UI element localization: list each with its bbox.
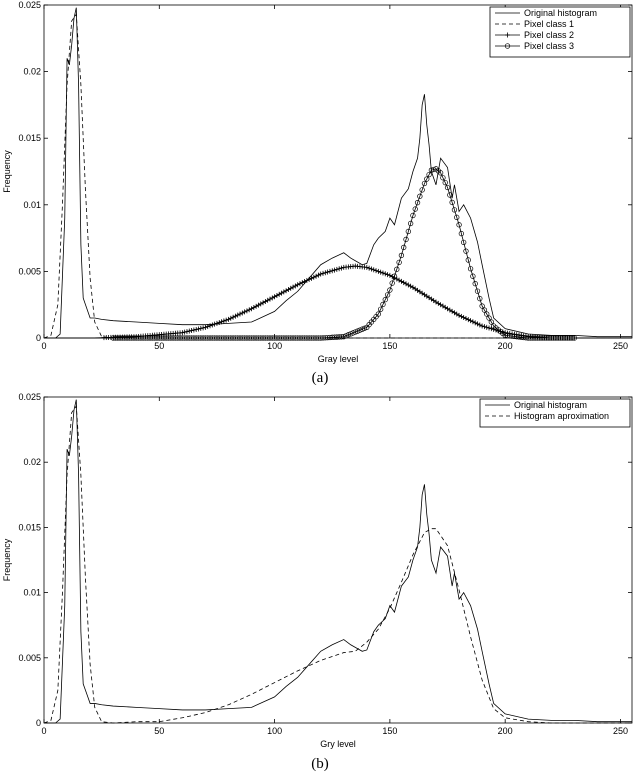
x-tick-label: 0 — [41, 726, 46, 736]
x-tick-label: 50 — [154, 341, 164, 351]
x-tick-label: 150 — [382, 341, 397, 351]
chart-panel-a: 0 50 100 150 200 250 0 0.005 0.01 0.015 0.02 0.025 G… — [2, 0, 633, 386]
series-markers — [110, 166, 578, 341]
x-tick-label: 250 — [613, 726, 628, 736]
y-tick-label: 0.01 — [23, 588, 41, 598]
series-line — [43, 404, 632, 724]
y-tick-label: 0.015 — [18, 522, 41, 532]
y-tick-label: 0.005 — [18, 266, 41, 276]
x-axis-label: Gray level — [318, 354, 359, 364]
legend-entry-label: Pixel class 1 — [524, 19, 574, 29]
y-tick-label: 0.005 — [18, 653, 41, 663]
y-tick-label: 0 — [36, 333, 41, 343]
y-axis-label: Frequency — [2, 150, 12, 193]
x-tick-label: 0 — [41, 341, 46, 351]
y-tick-label: 0.025 — [18, 0, 41, 10]
series-line — [44, 399, 632, 724]
series-histogram-aproximation — [43, 404, 632, 724]
legend-entry-label: Original histogram — [524, 8, 597, 18]
x-tick-label: 150 — [382, 726, 397, 736]
legend-box — [479, 398, 631, 428]
x-axis-label: Gry level — [320, 739, 356, 749]
y-tick-label: 0.02 — [23, 67, 41, 77]
series-line — [44, 7, 632, 339]
plot-area-frame — [43, 396, 633, 724]
series-original-histogram — [44, 7, 632, 339]
panel-caption: (b) — [311, 756, 329, 772]
legend-entry-label: Pixel class 3 — [524, 41, 574, 51]
legend-box — [489, 6, 631, 58]
series-line — [43, 13, 632, 339]
series-original-histogram — [44, 399, 632, 724]
series-pixel-class-2 — [44, 263, 632, 341]
x-tick-label: 200 — [498, 726, 513, 736]
legend-entry-label: Histogram aproximation — [514, 411, 609, 421]
y-tick-label: 0.02 — [23, 457, 41, 467]
series-pixel-class-3 — [44, 166, 632, 341]
y-tick-label: 0.025 — [18, 392, 41, 402]
x-tick-label: 250 — [613, 341, 628, 351]
x-tick-label: 100 — [267, 341, 282, 351]
legend-entry-label: Original histogram — [514, 400, 587, 410]
y-axis-label: Frequency — [2, 538, 12, 581]
x-tick-label: 50 — [154, 726, 164, 736]
y-tick-label: 0.01 — [23, 200, 41, 210]
y-tick-label: 0.015 — [18, 133, 41, 143]
x-tick-label: 100 — [267, 726, 282, 736]
x-tick-label: 200 — [498, 341, 513, 351]
series-line — [44, 168, 632, 339]
chart-panel-b: 0 50 100 150 200 250 0 0.005 0.01 0.015 0.02 0.025 G… — [2, 392, 633, 772]
series-line — [44, 265, 632, 339]
legend-entry-label: Pixel class 2 — [524, 30, 574, 40]
series-pixel-class-1 — [43, 13, 632, 339]
panel-caption: (a) — [312, 370, 329, 386]
y-tick-label: 0 — [36, 718, 41, 728]
